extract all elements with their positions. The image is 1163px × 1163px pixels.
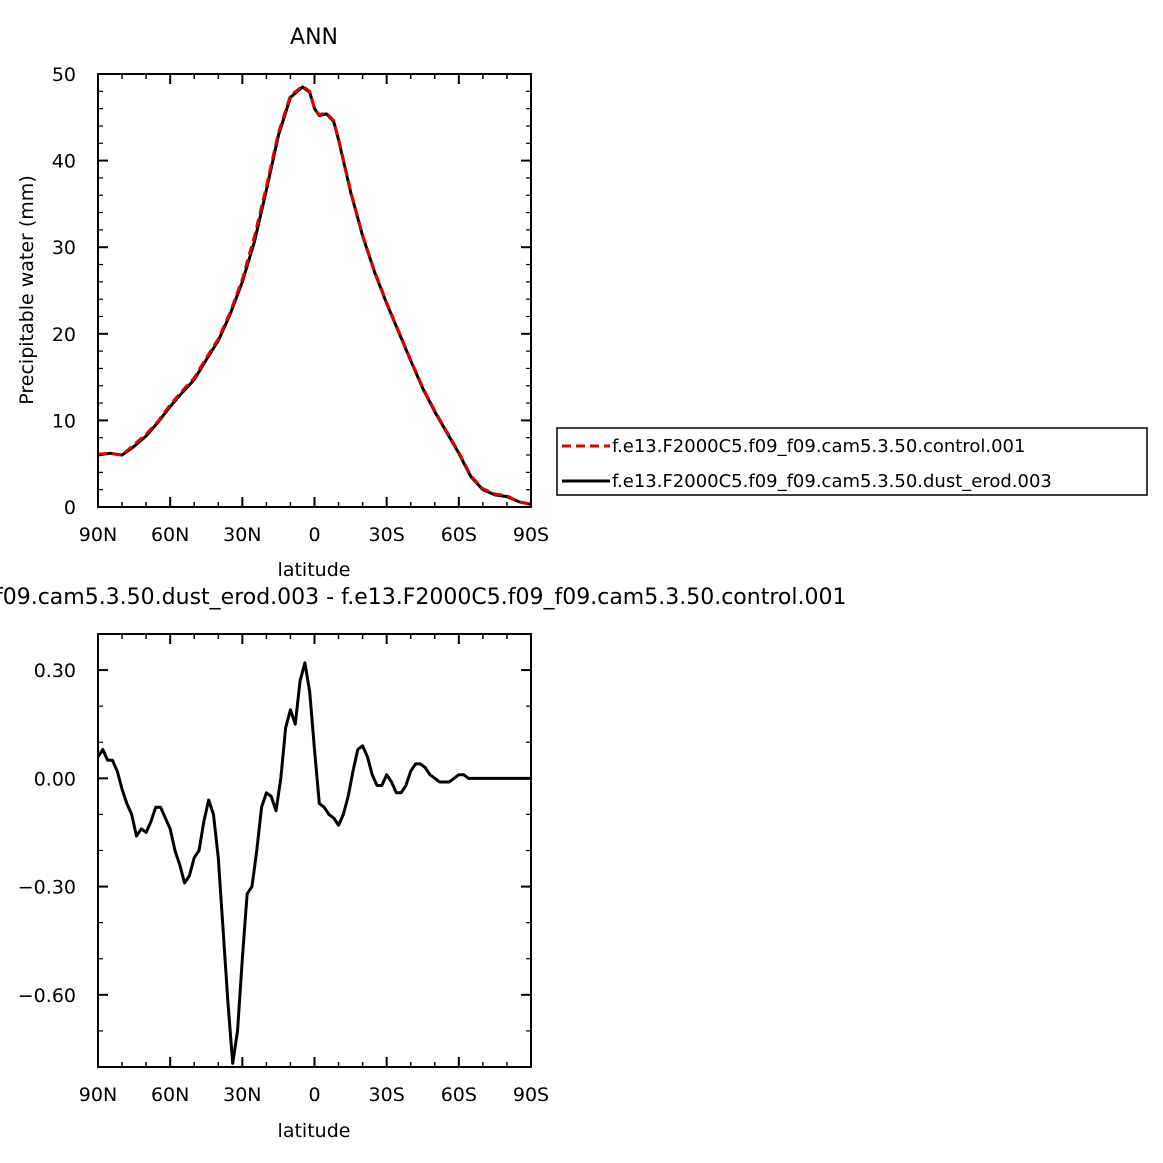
x-tick-label: 30S xyxy=(369,524,405,546)
legend-label-control: f.e13.F2000C5.f09_f09.cam5.3.50.control.… xyxy=(612,436,1025,457)
x-tick-label: 30S xyxy=(369,1084,405,1106)
panel2-xlabel: latitude xyxy=(278,1120,351,1142)
x-tick-label: 90N xyxy=(79,524,117,546)
panel1-xlabel: latitude xyxy=(278,559,351,581)
y-tick-label: 40 xyxy=(52,151,76,173)
panel1-series-line xyxy=(97,85,532,506)
x-tick-label: 60N xyxy=(151,524,189,546)
panel1-title: ANN xyxy=(290,25,338,50)
y-tick-label: 0.00 xyxy=(34,768,76,790)
x-tick-label: 0 xyxy=(308,1084,320,1106)
x-tick-label: 60S xyxy=(441,1084,477,1106)
legend-box xyxy=(556,427,1148,496)
panel1-series xyxy=(97,84,532,506)
legend-label-dust: f.e13.F2000C5.f09_f09.cam5.3.50.dust_ero… xyxy=(612,471,1052,492)
panel2-series-line xyxy=(96,661,531,1065)
legend: f.e13.F2000C5.f09_f09.cam5.3.50.control.… xyxy=(556,427,1148,496)
x-tick-label: 30N xyxy=(223,524,261,546)
x-tick-label: 0 xyxy=(308,524,320,546)
panel2-series xyxy=(96,661,531,1065)
y-tick-label: −0.60 xyxy=(18,985,76,1007)
x-tick-label: 90S xyxy=(513,524,549,546)
panel2-ticks: 90N 60N 30N 0 30S 60S 90S 0.30 0.00 −0.30 −0.60 xyxy=(18,633,549,1106)
y-tick-label: 0 xyxy=(64,497,76,519)
panel1-series-line xyxy=(97,84,532,506)
y-tick-label: 50 xyxy=(52,64,76,86)
difference-panel: f.e13.F2000C5.f09_f09.cam5.3.50.dust_ero… xyxy=(0,585,846,1142)
x-tick-label: 60S xyxy=(441,524,477,546)
y-tick-label: 0.30 xyxy=(34,660,76,682)
panel2-title: f.e13.F2000C5.f09_f09.cam5.3.50.dust_ero… xyxy=(0,585,846,610)
x-tick-label: 90S xyxy=(513,1084,549,1106)
panel2-frame xyxy=(97,633,532,1068)
x-tick-label: 90N xyxy=(79,1084,117,1106)
panel1-ticks: 90N 60N 30N 0 30S 60S 90S 0 10 20 30 40 50 xyxy=(52,64,549,546)
y-tick-label: 20 xyxy=(52,324,76,346)
panel1-ylabel: Precipitable water (mm) xyxy=(16,175,38,404)
y-tick-label: −0.30 xyxy=(18,877,76,899)
x-tick-label: 60N xyxy=(151,1084,189,1106)
x-tick-label: 30N xyxy=(223,1084,261,1106)
precipitable-water-panel: ANN Precipitable water (mm) latitude 90N… xyxy=(16,25,549,581)
y-tick-label: 10 xyxy=(52,410,76,432)
y-tick-label: 30 xyxy=(52,237,76,259)
panel1-frame xyxy=(97,73,532,508)
